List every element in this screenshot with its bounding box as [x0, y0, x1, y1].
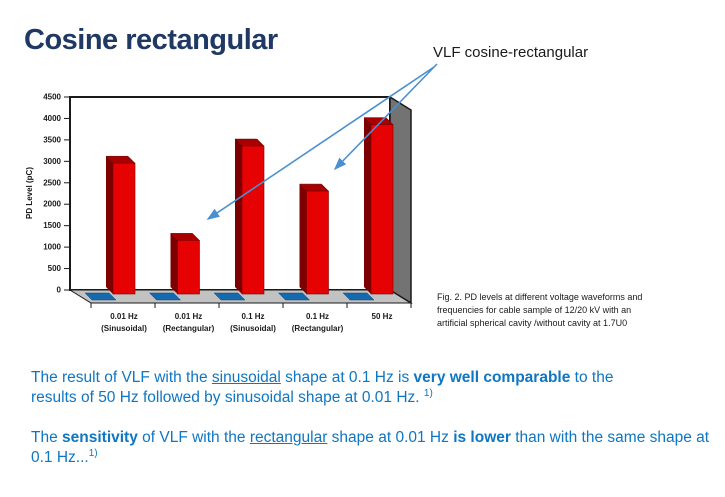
y-tick-label: 1000 [43, 243, 61, 252]
y-tick-label: 3000 [43, 157, 61, 166]
paragraph-segment: shape at 0.01 Hz [327, 429, 454, 446]
figure-caption: Fig. 2. PD levels at different voltage w… [437, 291, 717, 330]
paragraph-segment: shape at 0.1 Hz is [280, 369, 414, 386]
bar-left-face-2 [235, 139, 242, 294]
bar-left-face-4 [364, 117, 371, 294]
y-tick-label: 4500 [43, 93, 61, 102]
x-category-label: (Rectangular) [163, 324, 215, 333]
pd-level-bar-chart: 0 500 1000 1500 2000 2500 3000 3500 4000 4500 0.01… [25, 63, 438, 333]
paragraph-segment: is lower [453, 429, 511, 446]
annotation-arrow-2 [333, 63, 438, 171]
y-tick-label: 2000 [43, 200, 61, 209]
bar-4 [370, 124, 394, 295]
y-tick-label: 2500 [43, 178, 61, 187]
y-tick-label: 3500 [43, 135, 61, 144]
slide-title: Cosine rectangular [24, 24, 278, 56]
x-category-label: (Sinusoidal) [230, 324, 276, 333]
paragraph-segment: The [31, 429, 63, 446]
y-tick-label: 500 [48, 264, 62, 273]
x-category-label: (Sinusoidal) [101, 324, 147, 333]
bar-1 [177, 240, 200, 295]
body-paragraph-1: The result of VLF with the sinusoidal sh… [31, 368, 637, 408]
x-category-label: (Rectangular) [292, 324, 344, 333]
figure-caption-line: frequencies for cable sample of 12/20 kV… [437, 305, 632, 315]
tile-series2-4 [342, 292, 375, 301]
y-axis-title: PD Level (pC) [25, 167, 34, 219]
annotation-label: VLF cosine-rectangular [433, 44, 589, 61]
tile-series2-1 [148, 292, 182, 301]
bar-2 [241, 145, 265, 295]
paragraph-segment: rectangular [249, 429, 328, 446]
y-tick-label: 0 [57, 286, 62, 295]
tile-series2-3 [277, 292, 311, 301]
tile-series2-0 [84, 292, 117, 301]
x-category-label: 50 Hz [372, 312, 393, 321]
x-category-label: 0.01 Hz [175, 312, 203, 321]
y-tick-label: 4000 [43, 114, 61, 123]
x-category-label: 0.01 Hz [110, 312, 138, 321]
figure-caption-line: Fig. 2. PD levels at different voltage w… [437, 292, 643, 302]
paragraph-segment: to the results of 50 Hz followed by sinu… [31, 369, 614, 406]
paragraph-segment: 1) [423, 387, 433, 399]
paragraph-segment: The result of VLF with the [31, 369, 212, 386]
paragraph-segment: sinusoidal [211, 369, 281, 386]
paragraph-segment: 1) [88, 447, 98, 459]
paragraph-segment: sensitivity [62, 429, 138, 446]
x-category-label: 0.1 Hz [306, 312, 329, 321]
annotation-arrow-1 [206, 66, 435, 220]
bar-left-face-0 [106, 156, 113, 294]
tile-series2-2 [213, 292, 246, 301]
bar-3 [306, 190, 329, 295]
body-paragraph-2: The sensitivity of VLF with the rectangu… [31, 428, 723, 468]
figure-caption-line: artificial spherical cavity /without cav… [437, 318, 628, 328]
paragraph-segment: of VLF with the [137, 429, 250, 446]
x-category-label: 0.1 Hz [241, 312, 264, 321]
bar-left-face-1 [170, 233, 178, 294]
paragraph-segment: very well comparable [413, 369, 571, 386]
bar-left-face-3 [299, 184, 307, 294]
bar-0 [112, 162, 136, 295]
paragraph-segment: than with the same shape at 0.1 Hz... [31, 429, 710, 466]
y-tick-label: 1500 [43, 221, 61, 230]
